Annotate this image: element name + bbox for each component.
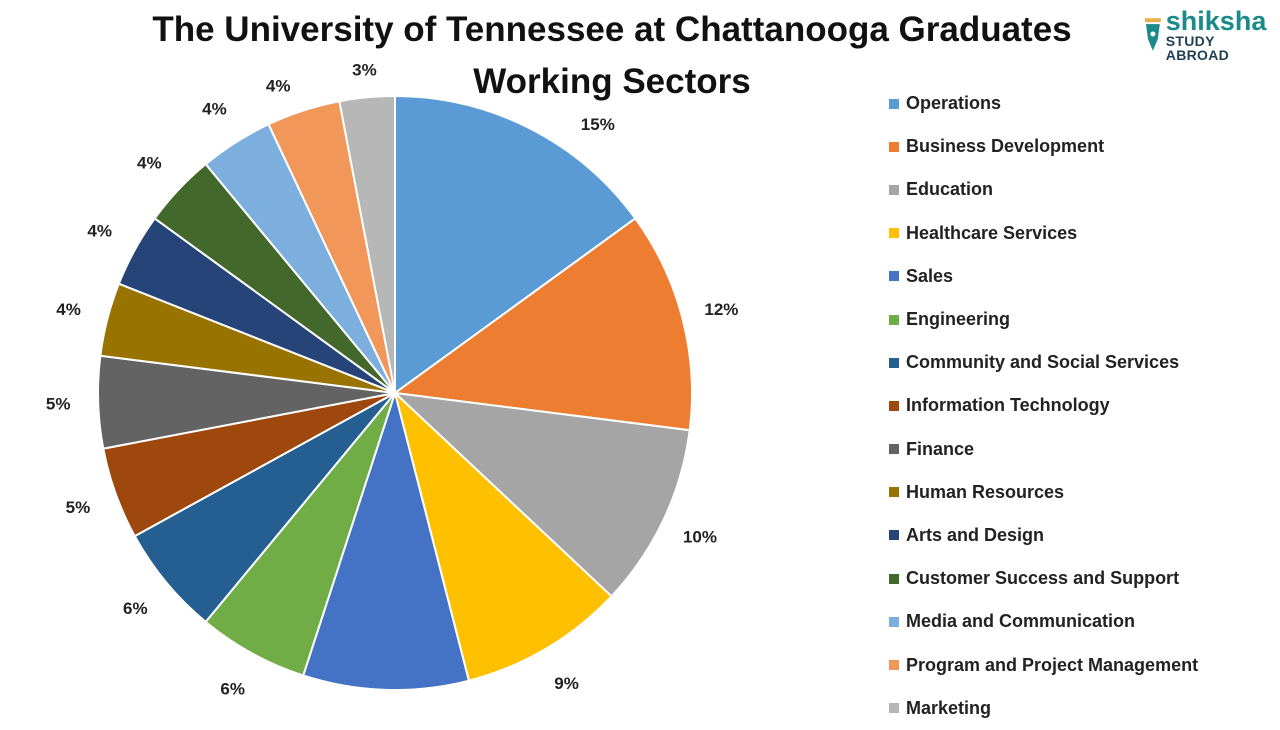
- chart-title: The University of Tennessee at Chattanoo…: [152, 10, 1072, 101]
- legend-item: Community and Social Services: [889, 341, 1198, 384]
- data-label: 6%: [123, 599, 148, 618]
- legend-swatch: [889, 703, 899, 714]
- legend-swatch: [889, 444, 899, 455]
- legend-swatch: [889, 98, 899, 109]
- legend-label: Arts and Design: [906, 524, 1045, 545]
- data-label: 9%: [554, 674, 579, 693]
- legend-label: Business Development: [906, 136, 1105, 157]
- data-label: 3%: [352, 60, 377, 79]
- legend-item: Education: [889, 168, 1198, 211]
- pen-nib-icon: [1144, 18, 1161, 51]
- legend-item: Sales: [889, 255, 1198, 298]
- data-label: 15%: [581, 115, 615, 134]
- legend-item: Healthcare Services: [889, 212, 1198, 255]
- data-label: 5%: [46, 395, 71, 414]
- legend-item: Human Resources: [889, 471, 1198, 514]
- legend-label: Community and Social Services: [906, 352, 1180, 373]
- legend-label: Customer Success and Support: [906, 568, 1180, 589]
- legend-label: Finance: [906, 438, 975, 459]
- legend-label: Engineering: [906, 309, 1011, 330]
- legend-item: Arts and Design: [889, 514, 1198, 557]
- data-label: 4%: [56, 300, 81, 319]
- legend-swatch: [889, 141, 899, 152]
- pie-slice-5: [301, 389, 471, 691]
- data-label: 4%: [87, 222, 112, 241]
- data-label: 5%: [66, 498, 91, 517]
- legend-label: Media and Communication: [906, 611, 1136, 632]
- logo-tagline: STUDY ABROAD: [1165, 33, 1230, 63]
- data-label: 12%: [704, 300, 738, 319]
- legend-item: Business Development: [889, 125, 1198, 168]
- legend-swatch: [889, 660, 899, 671]
- legend-swatch: [889, 228, 899, 239]
- legend-label: Operations: [906, 93, 1002, 114]
- legend-item: Finance: [889, 428, 1198, 471]
- legend-swatch: [889, 271, 899, 282]
- data-label: 6%: [220, 679, 245, 698]
- legend-label: Healthcare Services: [906, 222, 1078, 243]
- legend-label: Education: [906, 179, 994, 200]
- legend-item: Media and Communication: [889, 600, 1198, 643]
- legend-swatch: [889, 357, 899, 368]
- data-label: 4%: [137, 153, 162, 172]
- legend-label: Program and Project Management: [906, 654, 1199, 675]
- legend-label: Human Resources: [906, 481, 1065, 502]
- legend-item: Engineering: [889, 298, 1198, 341]
- pie-chart: 15%12%10%9%9%6%6%5%5%4%4%4%4%4%3%: [46, 60, 739, 698]
- legend-swatch: [889, 184, 899, 195]
- data-label: 10%: [683, 527, 717, 546]
- legend-swatch: [889, 487, 899, 498]
- data-label: 4%: [266, 76, 291, 95]
- legend-label: Marketing: [906, 697, 992, 718]
- legend-swatch: [889, 400, 899, 411]
- shiksha-logo: shiksha STUDY ABROAD: [1144, 8, 1280, 62]
- pie-slice-1: [394, 94, 637, 395]
- legend-label: Information Technology: [906, 395, 1110, 416]
- legend-swatch: [889, 530, 899, 541]
- legend-item: Information Technology: [889, 384, 1198, 427]
- legend-item: Program and Project Management: [889, 643, 1198, 686]
- logo-name: shiksha: [1165, 6, 1267, 36]
- legend-label: Sales: [906, 265, 954, 286]
- data-label: 4%: [202, 99, 227, 118]
- pie-slice-15: [338, 94, 396, 394]
- pie-slice-3: [392, 391, 691, 598]
- legend: Operations Business Development Education H…: [889, 82, 1198, 730]
- pie-slice-4: [393, 389, 613, 682]
- legend-swatch: [889, 314, 899, 325]
- pie-slice-2: [392, 217, 693, 432]
- legend-item: Customer Success and Support: [889, 557, 1198, 600]
- legend-swatch: [889, 616, 899, 627]
- legend-swatch: [889, 573, 899, 584]
- legend-item: Marketing: [889, 687, 1198, 730]
- legend-item: Operations: [889, 82, 1198, 125]
